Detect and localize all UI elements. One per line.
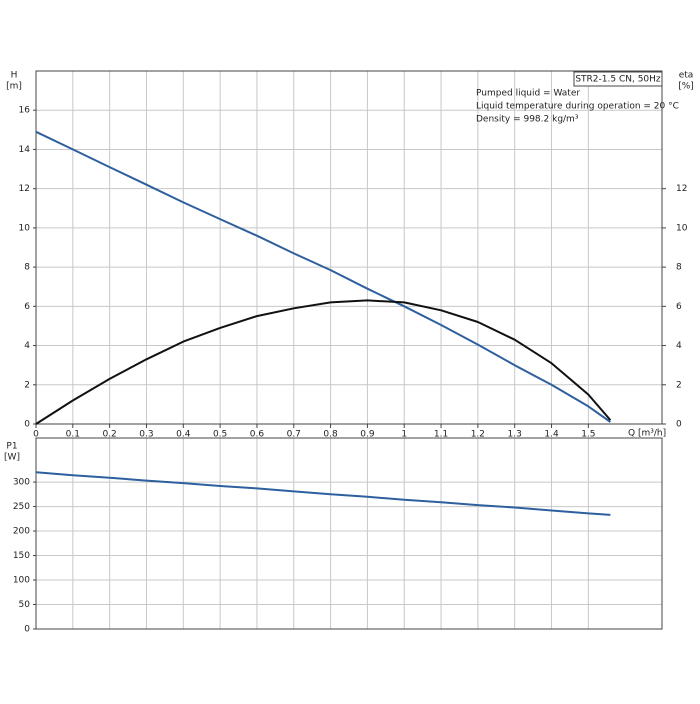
y-tick-label: 0 bbox=[24, 420, 30, 430]
y-tick-label: 250 bbox=[13, 502, 30, 512]
plot-frame bbox=[35, 437, 663, 630]
x-tick-label: 1.4 bbox=[544, 430, 559, 440]
x-tick-label: 1.5 bbox=[581, 430, 595, 440]
y2-tick-label: 2 bbox=[676, 380, 682, 390]
y2-tick-label: 12 bbox=[676, 184, 687, 194]
x-label: Q [m³/h] bbox=[628, 429, 666, 439]
y-tick-label: 100 bbox=[13, 576, 30, 586]
x-tick-label: 0.1 bbox=[66, 430, 80, 440]
y2-tick-label: 0 bbox=[676, 420, 682, 430]
y-label: H bbox=[11, 71, 18, 81]
y-tick-label: 50 bbox=[19, 600, 31, 610]
y-tick-label: 0 bbox=[24, 625, 30, 635]
x-tick-label: 0.3 bbox=[139, 430, 153, 440]
x-tick-label: 1.2 bbox=[471, 430, 485, 440]
x-tick-label: 0.9 bbox=[360, 430, 375, 440]
y-tick-label: 6 bbox=[24, 302, 30, 312]
y-unit: [m] bbox=[6, 82, 22, 92]
x-tick-label: 0.5 bbox=[213, 430, 227, 440]
x-tick-label: 1.3 bbox=[508, 430, 522, 440]
y-tick-label: 200 bbox=[13, 527, 30, 537]
note: Pumped liquid = Water bbox=[476, 89, 580, 99]
y-tick-label: 300 bbox=[13, 478, 30, 488]
y-tick-label: 12 bbox=[19, 184, 30, 194]
y2-tick-label: 6 bbox=[676, 302, 682, 312]
y2-label: eta bbox=[679, 71, 694, 81]
note: Liquid temperature during operation = 20… bbox=[476, 102, 679, 112]
x-tick-label: 0.7 bbox=[287, 430, 301, 440]
x-tick-label: 1.1 bbox=[434, 430, 448, 440]
y-tick-label: 150 bbox=[13, 551, 30, 561]
x-tick-label: 0.6 bbox=[250, 430, 265, 440]
x-tick-label: 1 bbox=[401, 430, 407, 440]
y-tick-label: 14 bbox=[19, 145, 31, 155]
plot-frame bbox=[35, 70, 663, 425]
curve bbox=[35, 299, 612, 425]
y-unit: [W] bbox=[4, 453, 20, 463]
note: Density = 998.2 kg/m³ bbox=[476, 115, 579, 125]
y-label: P1 bbox=[6, 442, 17, 452]
y2-tick-label: 4 bbox=[676, 341, 682, 351]
x-tick-label: 0.2 bbox=[102, 430, 116, 440]
x-tick-label: 0.8 bbox=[323, 430, 338, 440]
legend-title: STR2-1.5 CN, 50Hz bbox=[575, 75, 661, 85]
y-tick-label: 4 bbox=[24, 341, 30, 351]
x-tick-label: 0 bbox=[33, 430, 39, 440]
y-tick-label: 2 bbox=[24, 380, 30, 390]
y-tick-label: 8 bbox=[24, 263, 30, 273]
x-tick-label: 0.4 bbox=[176, 430, 191, 440]
curve bbox=[35, 130, 611, 423]
y-tick-label: 16 bbox=[19, 106, 31, 116]
curve bbox=[35, 471, 611, 516]
y2-tick-label: 8 bbox=[676, 263, 682, 273]
y2-tick-label: 10 bbox=[676, 223, 688, 233]
y-tick-label: 10 bbox=[19, 223, 31, 233]
y2-unit: [%] bbox=[678, 82, 694, 92]
